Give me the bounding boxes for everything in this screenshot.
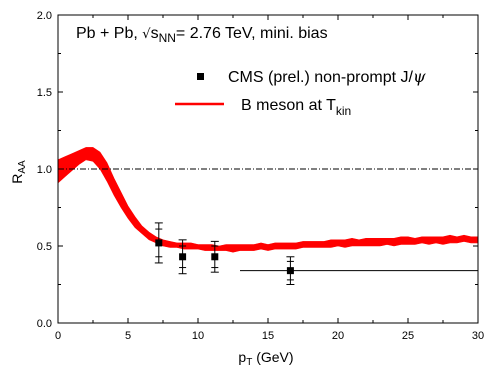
annot-sqrt: √ bbox=[142, 27, 151, 42]
x-tick-label: 5 bbox=[125, 330, 131, 342]
y-tick-label: 1.0 bbox=[37, 164, 52, 176]
legend-marker-cms bbox=[197, 73, 204, 80]
cms-point-marker bbox=[179, 253, 187, 261]
legend-label-cms: CMS (prel.) non-prompt J/ψ bbox=[228, 67, 426, 86]
y-axis-title: RAA bbox=[9, 160, 28, 184]
legend-label-band: B meson at Tkin bbox=[241, 97, 351, 118]
legend-band-main: B meson at T bbox=[241, 97, 336, 114]
y-tick-label: 0.5 bbox=[37, 241, 52, 253]
cms-point-marker bbox=[155, 239, 163, 247]
y-axis-title-main: R bbox=[9, 174, 25, 184]
x-axis-title: pT (GeV) bbox=[238, 349, 293, 368]
collision-annotation: Pb + Pb, √sNN= 2.76 TeV, mini. bias bbox=[76, 25, 328, 45]
legend: CMS (prel.) non-prompt J/ψ B meson at Tk… bbox=[175, 67, 426, 118]
x-axis-title-main: p bbox=[238, 349, 246, 365]
annot-sub: NN bbox=[159, 31, 176, 45]
annot-s: s bbox=[151, 25, 159, 42]
b-meson-band bbox=[57, 147, 479, 253]
cms-points bbox=[154, 222, 295, 285]
x-tick-label: 0 bbox=[55, 330, 61, 342]
x-tick-label: 15 bbox=[262, 330, 274, 342]
cms-point-marker bbox=[286, 267, 294, 275]
x-axis-title-rest: (GeV) bbox=[252, 349, 293, 365]
legend-cms-main: CMS (prel.) non-prompt J/ bbox=[228, 69, 413, 86]
cms-point bbox=[286, 256, 295, 285]
y-tick-label: 2.0 bbox=[37, 10, 52, 22]
x-tick-label: 25 bbox=[402, 330, 414, 342]
annot-post: = 2.76 TeV, mini. bias bbox=[176, 25, 328, 42]
x-axis-title-sub: T bbox=[246, 357, 252, 368]
y-tick-label: 1.5 bbox=[37, 87, 52, 99]
y-tick-label: 0.0 bbox=[37, 318, 52, 330]
y-axis-title-sub: AA bbox=[17, 160, 28, 174]
cms-point-marker bbox=[211, 253, 219, 261]
cms-point bbox=[154, 222, 163, 264]
annot-pre: Pb + Pb, bbox=[76, 25, 142, 42]
x-tick-label: 10 bbox=[192, 330, 204, 342]
cms-point bbox=[178, 239, 187, 275]
legend-cms-psi: ψ bbox=[413, 67, 426, 86]
x-tick-label: 20 bbox=[332, 330, 344, 342]
cms-point bbox=[210, 240, 219, 273]
x-tick-label: 30 bbox=[472, 330, 484, 342]
axis-ticks bbox=[57, 14, 479, 324]
axis-tick-labels: 0 5 10 15 20 25 30 0.0 0.5 1.0 1.5 2.0 bbox=[37, 10, 484, 342]
legend-band-sub: kin bbox=[336, 104, 351, 118]
